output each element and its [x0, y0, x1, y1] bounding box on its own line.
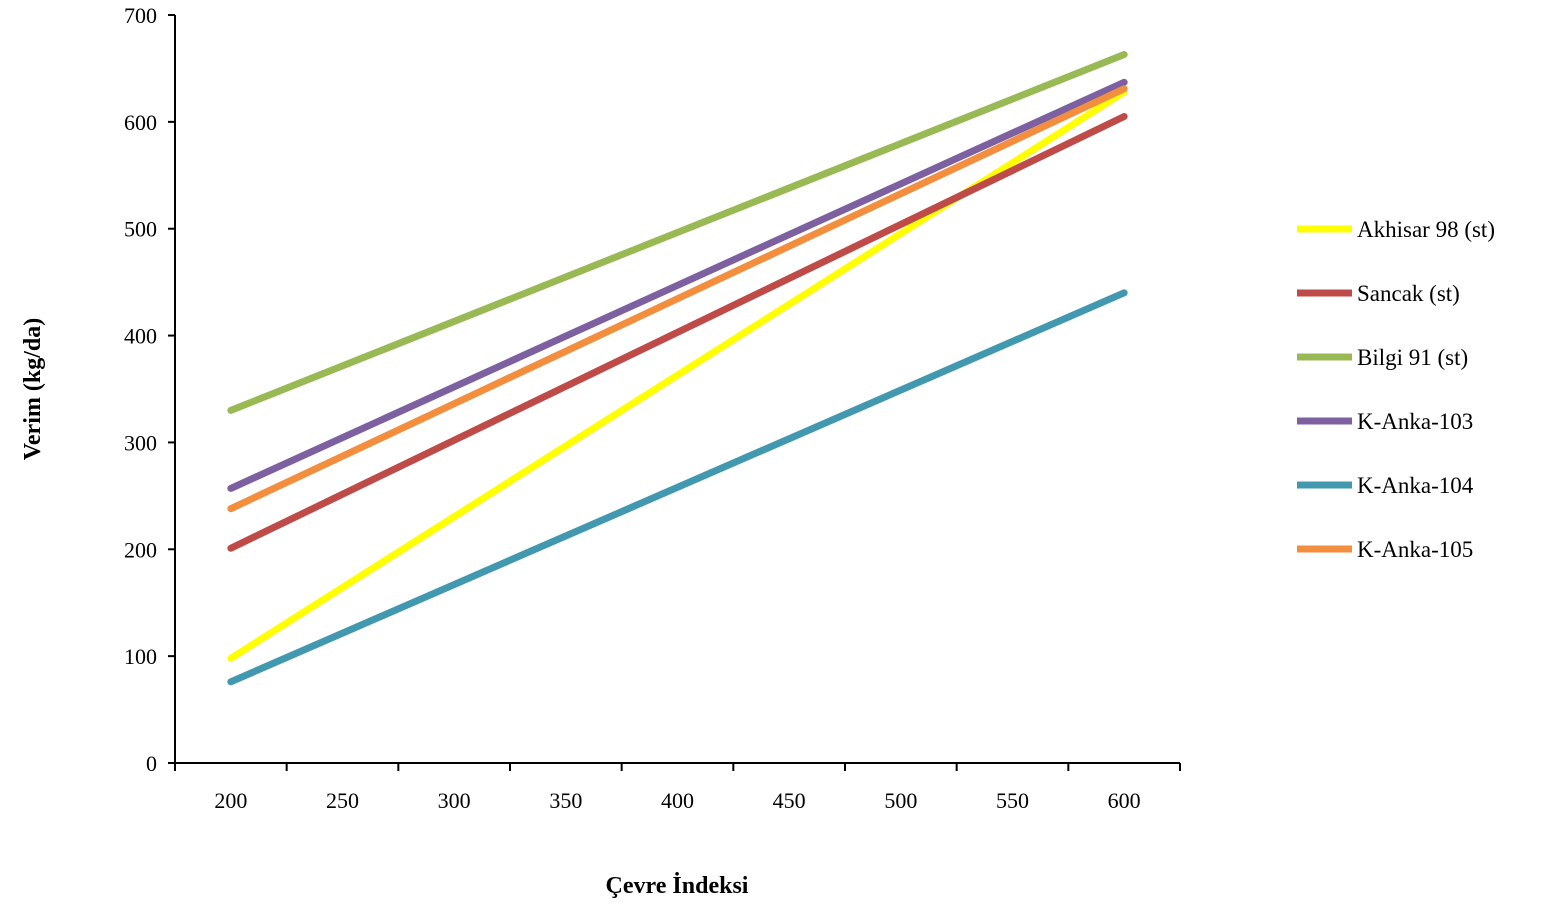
- y-tick-label: 500: [124, 217, 157, 242]
- x-tick-label: 450: [773, 788, 806, 813]
- legend-label: K-Anka-103: [1357, 409, 1473, 434]
- y-axis-ticks: 0 100 200 300 400 500 600 700: [124, 3, 175, 776]
- x-tick-label: 600: [1108, 788, 1141, 813]
- series-lines: [227, 51, 1128, 686]
- x-axis-ticks: 200 250 300 350 400 450 500 550 600: [174, 763, 1181, 813]
- x-axis-title: Çevre İndeksi: [606, 873, 749, 899]
- y-tick-label: 700: [124, 3, 157, 28]
- series-line: [227, 85, 1128, 513]
- y-tick-label: 100: [124, 644, 157, 669]
- x-tick-label: 400: [661, 788, 694, 813]
- y-tick-label: 0: [146, 751, 157, 776]
- legend-label: Akhisar 98 (st): [1357, 217, 1495, 242]
- x-tick-label: 200: [214, 788, 247, 813]
- legend-label: K-Anka-105: [1357, 537, 1473, 562]
- y-tick-label: 400: [124, 324, 157, 349]
- x-tick-label: 300: [438, 788, 471, 813]
- x-tick-label: 350: [549, 788, 582, 813]
- x-tick-label: 500: [884, 788, 917, 813]
- y-tick-label: 200: [124, 537, 157, 562]
- legend: Akhisar 98 (st) Sancak (st) Bilgi 91 (st) K…: [1297, 217, 1495, 562]
- x-tick-label: 550: [996, 788, 1029, 813]
- series-line: [227, 78, 1128, 492]
- y-tick-label: 300: [124, 430, 157, 455]
- legend-label: K-Anka-104: [1357, 473, 1474, 498]
- series-line: [227, 88, 1128, 662]
- legend-label: Bilgi 91 (st): [1357, 345, 1468, 370]
- legend-label: Sancak (st): [1357, 281, 1460, 306]
- series-line: [227, 289, 1128, 686]
- y-tick-label: 600: [124, 110, 157, 135]
- series-line: [227, 113, 1128, 552]
- series-line: [227, 51, 1128, 414]
- y-axis-title: Verim (kg/da): [20, 318, 46, 460]
- x-tick-label: 250: [326, 788, 359, 813]
